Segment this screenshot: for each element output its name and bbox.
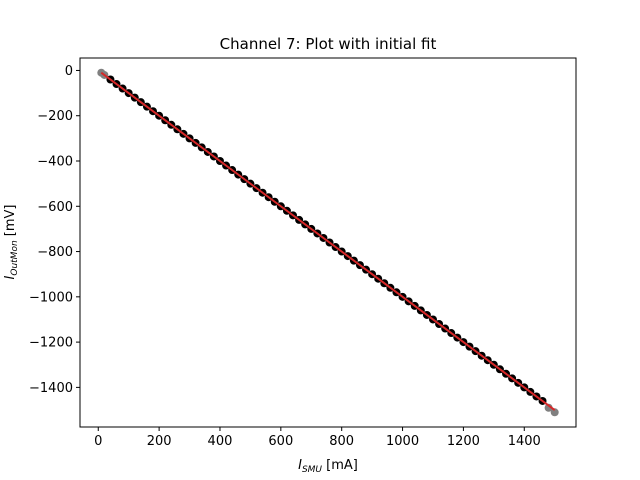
chart-title: Channel 7: Plot with initial fit (220, 35, 437, 53)
x-tick-label: 400 (208, 434, 233, 449)
y-tick-label: −600 (37, 200, 73, 215)
y-tick-label: −800 (37, 245, 73, 260)
x-tick-label: 200 (147, 434, 172, 449)
x-tick-label: 0 (94, 434, 102, 449)
x-axis-label: ISMU [mA] (298, 458, 358, 475)
y-tick-label: −200 (37, 109, 73, 124)
fit-line (100, 71, 556, 411)
y-tick-label: 0 (65, 64, 73, 79)
plot-frame (79, 57, 577, 428)
y-tick-label: −1000 (29, 290, 73, 305)
ticks-layer: 0 200 400 600 800 1000 1200 1400 0 −200 −400 −600 −8… (29, 64, 541, 449)
x-tick-label: 600 (268, 434, 293, 449)
y-tick-label: −1200 (29, 336, 73, 351)
excluded-data-point (550, 408, 559, 417)
x-tick-label: 1200 (447, 434, 480, 449)
fit-layer (100, 71, 556, 411)
x-tick-label: 1000 (386, 434, 419, 449)
y-axis-label: IOutMon [mV] (3, 205, 20, 280)
y-tick-label: −1400 (29, 381, 73, 396)
x-tick-label: 1400 (508, 434, 541, 449)
y-tick-label: −400 (37, 155, 73, 170)
x-tick-label: 800 (329, 434, 354, 449)
